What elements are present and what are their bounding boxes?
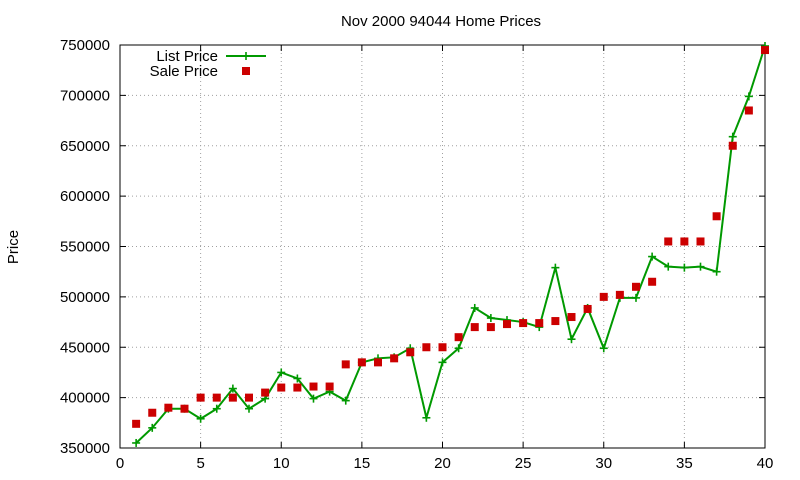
y-tick-label: 700000	[60, 87, 110, 104]
series-sale-price	[132, 46, 769, 428]
sale-price-point	[245, 393, 253, 402]
list-price-point	[712, 267, 721, 276]
list-price-point	[422, 413, 431, 422]
sale-price-point	[486, 323, 495, 332]
legend-swatch-marker	[242, 67, 250, 75]
list-price-point	[341, 396, 350, 405]
list-price-point	[680, 263, 689, 272]
sale-price-point	[341, 360, 350, 369]
list-price-point	[567, 335, 576, 344]
sale-price-point	[309, 382, 318, 391]
chart-title: Nov 2000 94044 Home Prices	[341, 13, 541, 30]
y-tick-label: 350000	[60, 440, 110, 457]
y-axis-label: Price	[5, 230, 22, 264]
sale-price-point	[664, 237, 673, 246]
list-price-point	[551, 263, 560, 272]
sale-price-point	[406, 348, 415, 357]
sale-price-point	[615, 290, 624, 299]
list-price-point	[664, 262, 673, 271]
y-tick-label: 400000	[60, 390, 110, 407]
x-tick-label: 35	[676, 455, 693, 472]
list-price-point	[148, 423, 157, 432]
list-price-point	[470, 303, 479, 312]
sale-price-point	[599, 292, 608, 301]
y-tick-label: 750000	[60, 37, 110, 54]
list-price-point	[438, 358, 447, 367]
list-price-point	[744, 92, 753, 101]
legend-label: Sale Price	[150, 63, 218, 80]
list-price-point	[599, 344, 608, 353]
sale-price-point	[503, 320, 511, 329]
y-tick-label: 450000	[60, 339, 110, 356]
list-price-point	[648, 252, 657, 261]
sale-price-point	[712, 212, 721, 221]
sale-price-point	[196, 393, 205, 402]
y-tick-label: 600000	[60, 188, 110, 205]
list-price-line	[135, 45, 766, 444]
list-price-point	[277, 368, 286, 377]
list-price-point	[632, 293, 640, 302]
list-price-point	[293, 374, 302, 383]
y-tick-label: 650000	[60, 138, 110, 155]
x-tick-label: 25	[515, 455, 532, 472]
sale-price-point	[535, 319, 544, 328]
x-tick-label: 5	[196, 455, 204, 472]
sale-price-point	[519, 319, 528, 328]
list-price-point	[132, 438, 141, 447]
sale-price-point	[632, 282, 640, 291]
sale-price-point	[583, 304, 592, 313]
sale-price-point	[422, 343, 431, 352]
series-layer	[132, 42, 769, 447]
sale-price-point	[325, 382, 334, 391]
y-tick-label: 550000	[60, 239, 110, 256]
sale-price-point	[470, 323, 479, 332]
x-tick-label: 20	[434, 455, 451, 472]
legend-label: List Price	[156, 48, 218, 65]
legend-swatch-marker	[242, 52, 250, 60]
sale-price-point	[212, 393, 221, 402]
sale-price-point	[277, 383, 286, 392]
x-tick-label: 10	[273, 455, 290, 472]
sale-price-point	[438, 343, 447, 352]
sale-price-point	[648, 277, 657, 286]
list-price-point	[196, 414, 205, 423]
sale-price-point	[357, 358, 366, 367]
sale-price-point	[761, 46, 769, 55]
list-price-point	[486, 314, 495, 323]
sale-price-point	[390, 354, 399, 363]
list-price-point	[454, 344, 463, 353]
list-price-point	[728, 132, 737, 141]
x-tick-label: 0	[116, 455, 124, 472]
list-price-point	[309, 394, 318, 403]
list-price-point	[696, 262, 705, 271]
sale-price-point	[696, 237, 705, 246]
list-price-point	[212, 404, 221, 413]
x-tick-label: 15	[354, 455, 371, 472]
x-tick-label: 30	[595, 455, 612, 472]
list-price-point	[245, 404, 253, 413]
sale-price-point	[728, 141, 737, 150]
ticks: 0 5 10 15 20 25 30 35 40 350000 400000 450000 500000…	[60, 37, 773, 472]
sale-price-point	[374, 358, 382, 367]
sale-price-point	[228, 393, 237, 402]
y-tick-label: 500000	[60, 289, 110, 306]
sale-price-point	[680, 237, 689, 246]
x-tick-label: 40	[757, 455, 774, 472]
sale-price-point	[132, 419, 141, 428]
sale-price-point	[164, 403, 173, 412]
sale-price-point	[261, 388, 270, 397]
sale-price-point	[293, 383, 302, 392]
sale-price-point	[180, 404, 189, 413]
sale-price-point	[567, 313, 576, 322]
sale-price-point	[454, 333, 463, 342]
sale-price-point	[551, 317, 560, 326]
sale-price-point	[148, 408, 157, 417]
sale-price-point	[744, 106, 753, 115]
list-price-point	[228, 384, 237, 393]
